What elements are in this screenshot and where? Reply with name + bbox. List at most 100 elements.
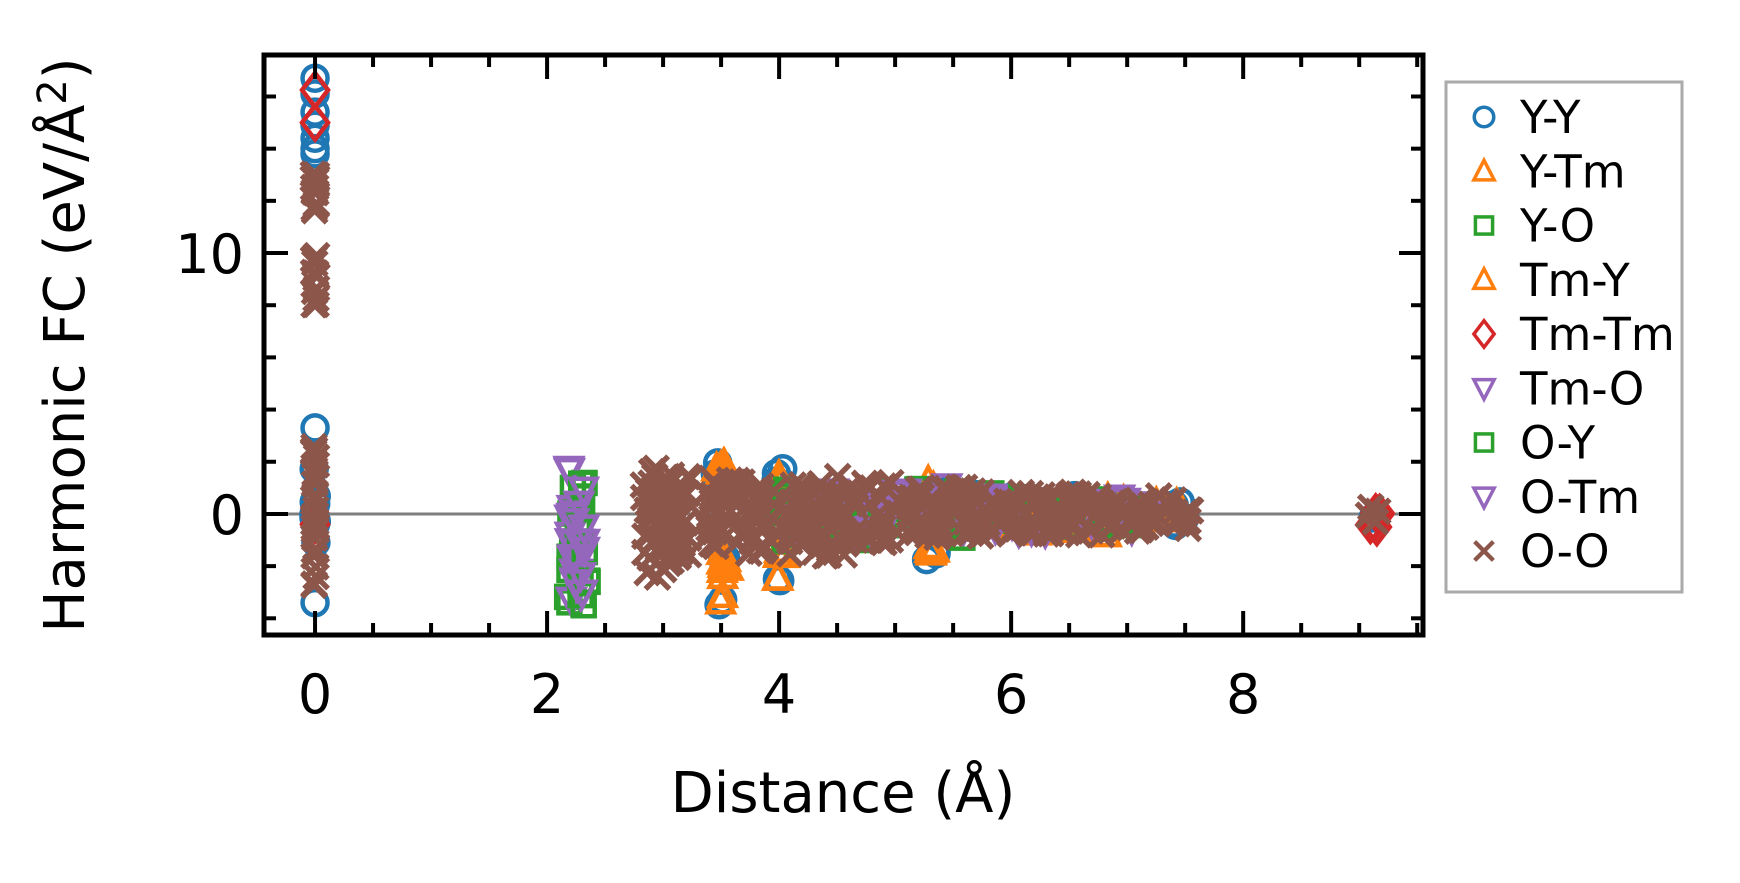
series-O-O — [299, 160, 1392, 600]
marker-x — [745, 536, 774, 565]
marker-x — [1132, 500, 1160, 529]
marker-x — [867, 506, 896, 535]
marker-x — [1163, 509, 1192, 538]
legend-label: Tm-Tm — [1519, 308, 1675, 361]
marker-x — [673, 479, 701, 508]
marker-x — [300, 570, 329, 598]
marker-x — [901, 510, 930, 539]
marker-x — [1054, 487, 1083, 516]
marker-triangle-up — [706, 545, 740, 578]
marker-triangle-up — [703, 582, 738, 615]
marker-x — [1010, 513, 1039, 542]
legend-label: Y-Tm — [1519, 145, 1626, 198]
x-tick-label: 4 — [762, 663, 796, 726]
legend-item-Tm-O: Tm-O — [1470, 362, 1644, 415]
marker-x — [299, 437, 328, 465]
marker-triangle-up — [761, 558, 795, 591]
marker-triangle-down — [558, 569, 592, 602]
legend-item-Y-Tm: Y-Tm — [1470, 145, 1626, 198]
marker-triangle-down — [567, 514, 601, 547]
marker-x — [794, 511, 823, 540]
marker-x — [664, 542, 693, 571]
x-tick-labels: 0 2 4 6 8 — [298, 663, 1260, 726]
marker-circle — [300, 413, 330, 443]
marker-x — [302, 562, 331, 591]
legend-item-Tm-Y: Tm-Y — [1470, 254, 1630, 307]
axis-ticks — [264, 55, 1423, 635]
marker-x — [302, 284, 330, 313]
x-tick-label: 0 — [298, 663, 332, 726]
marker-triangle-down — [562, 490, 596, 523]
marker-x — [973, 509, 1002, 538]
marker-x — [854, 525, 883, 554]
marker-square — [570, 591, 597, 619]
marker-x — [812, 483, 841, 512]
legend-label: Y-O — [1519, 200, 1595, 253]
marker-triangle-down — [555, 544, 590, 577]
data-points — [299, 63, 1396, 620]
y-tick-labels: 0 10 — [175, 223, 244, 547]
marker-x — [865, 499, 894, 528]
marker-circle — [1472, 105, 1496, 129]
marker-x — [699, 516, 728, 545]
marker-x — [1473, 540, 1495, 562]
marker-x — [1363, 497, 1392, 526]
x-tick-label: 6 — [994, 663, 1028, 726]
legend-item-Y-O: Y-O — [1473, 200, 1595, 253]
x-axis-label: Distance (Å) — [671, 760, 1016, 826]
y-tick-label: 10 — [175, 223, 244, 286]
legend-item-O-Tm: O-Tm — [1470, 471, 1640, 524]
x-tick-label: 2 — [530, 663, 564, 726]
marker-x — [636, 505, 665, 534]
legend-label: Tm-Y — [1519, 254, 1630, 307]
marker-triangle-up — [1470, 156, 1498, 182]
marker-x — [1050, 516, 1079, 545]
legend-item-Y-Y: Y-Y — [1472, 91, 1581, 144]
marker-x — [955, 479, 984, 508]
marker-x — [746, 471, 775, 500]
legend-label: O-Tm — [1520, 471, 1640, 524]
marker-x — [301, 459, 329, 487]
marker-x — [904, 475, 933, 504]
legend-label: Y-Y — [1519, 91, 1581, 144]
legend-item-O-Y: O-Y — [1473, 417, 1596, 470]
legend-label: O-Y — [1520, 417, 1596, 470]
marker-x — [300, 249, 329, 278]
plot-border — [261, 52, 1426, 638]
x-tick-label: 8 — [1226, 663, 1260, 726]
marker-x — [299, 173, 328, 202]
marker-diamond — [299, 101, 331, 144]
marker-triangle-up — [711, 548, 746, 581]
y-axis-label: Harmonic FC (eV/Å2) — [30, 57, 98, 632]
marker-x — [826, 507, 855, 536]
marker-x — [706, 518, 735, 547]
legend-item-Tm-Tm: Tm-Tm — [1471, 308, 1675, 361]
series-Tm-Tm — [299, 69, 1396, 548]
marker-x — [742, 504, 771, 533]
marker-x — [927, 502, 956, 531]
marker-x — [919, 485, 948, 514]
marker-x — [1025, 485, 1054, 514]
marker-x — [300, 469, 329, 498]
legend-label: O-O — [1520, 525, 1610, 578]
marker-triangle-down — [567, 528, 602, 561]
marker-square — [1473, 432, 1495, 453]
marker-x — [301, 259, 330, 288]
marker-triangle-down — [1470, 486, 1498, 512]
marker-square — [1473, 215, 1495, 236]
marker-x — [300, 196, 329, 225]
marker-x — [923, 523, 952, 552]
marker-x — [703, 472, 732, 501]
marker-x — [780, 488, 808, 517]
marker-x — [1155, 490, 1184, 519]
marker-diamond — [1471, 317, 1497, 351]
marker-circle — [300, 123, 330, 153]
marker-x — [665, 502, 694, 531]
marker-x — [992, 487, 1021, 516]
marker-x — [629, 471, 658, 499]
y-tick-label: 0 — [210, 484, 244, 547]
marker-triangle-up — [1470, 265, 1498, 291]
